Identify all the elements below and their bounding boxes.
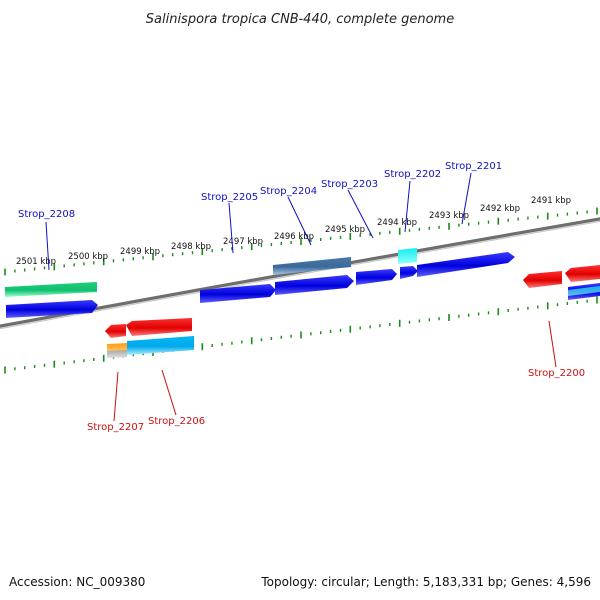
feature-strop-2208 <box>5 282 97 297</box>
feature-strop-2204-cds <box>275 275 354 295</box>
upper-scale-ticks <box>4 207 598 276</box>
feature-right-cds <box>568 283 600 300</box>
scale-label: 2493 kbp <box>429 211 469 221</box>
gene-label-strop-2204[interactable]: Strop_2204 <box>260 186 317 197</box>
accession-text: Accession: NC_009380 <box>9 575 145 589</box>
leader-strop-2206 <box>161 369 177 416</box>
scale-label: 2494 kbp <box>377 218 417 228</box>
scale-label: 2501 kbp <box>16 257 56 267</box>
feature-strop-2200 <box>523 265 600 288</box>
leader-strop-2208 <box>45 221 50 271</box>
gene-label-strop-2200[interactable]: Strop_2200 <box>528 368 585 379</box>
leader-strop-2207 <box>113 371 119 422</box>
scale-label: 2497 kbp <box>223 237 263 247</box>
feature-strop-2208-cds <box>6 300 98 318</box>
map-title: Salinispora tropica CNB-440, complete ge… <box>146 12 454 27</box>
reverse-features <box>105 265 600 358</box>
feature-strop-2201 <box>417 252 515 277</box>
feature-strop-2204 <box>273 257 351 275</box>
leader-strop-2202 <box>404 180 411 233</box>
gene-label-strop-2205[interactable]: Strop_2205 <box>201 192 258 203</box>
scale-label: 2498 kbp <box>171 242 211 252</box>
gene-label-strop-2206[interactable]: Strop_2206 <box>148 416 205 427</box>
scale-label: 2491 kbp <box>531 196 571 206</box>
genome-summary-text: Topology: circular; Length: 5,183,331 bp… <box>260 575 591 589</box>
leader-strop-2204 <box>287 196 312 246</box>
gene-label-strop-2203[interactable]: Strop_2203 <box>321 179 378 190</box>
feature-strop-2203 <box>356 269 397 285</box>
gene-labels: Strop_2208 Strop_2205 Strop_2204 Strop_2… <box>18 161 585 433</box>
scale-label: 2496 kbp <box>274 232 314 242</box>
feature-strop-2205 <box>200 284 276 303</box>
scale-label: 2495 kbp <box>325 225 365 235</box>
leader-strop-2203 <box>347 189 374 239</box>
leader-strop-2205 <box>228 202 234 254</box>
feature-strop-2206 <box>126 318 194 355</box>
gene-label-strop-2207[interactable]: Strop_2207 <box>87 422 144 433</box>
scale-label: 2492 kbp <box>480 204 520 214</box>
gene-label-strop-2201[interactable]: Strop_2201 <box>445 161 502 172</box>
scale-labels: 2501 kbp 2500 kbp 2499 kbp 2498 kbp 2497… <box>16 196 571 267</box>
leader-strop-2200 <box>548 320 557 368</box>
leader-strop-2201 <box>461 172 472 225</box>
scale-label: 2500 kbp <box>68 252 108 262</box>
feature-strop-2202 <box>398 248 418 279</box>
scale-label: 2499 kbp <box>120 247 160 257</box>
feature-strop-2207 <box>105 324 127 358</box>
forward-features <box>5 248 600 318</box>
gene-label-strop-2202[interactable]: Strop_2202 <box>384 169 441 180</box>
gene-label-strop-2208[interactable]: Strop_2208 <box>18 209 75 220</box>
label-leaders <box>45 172 557 422</box>
